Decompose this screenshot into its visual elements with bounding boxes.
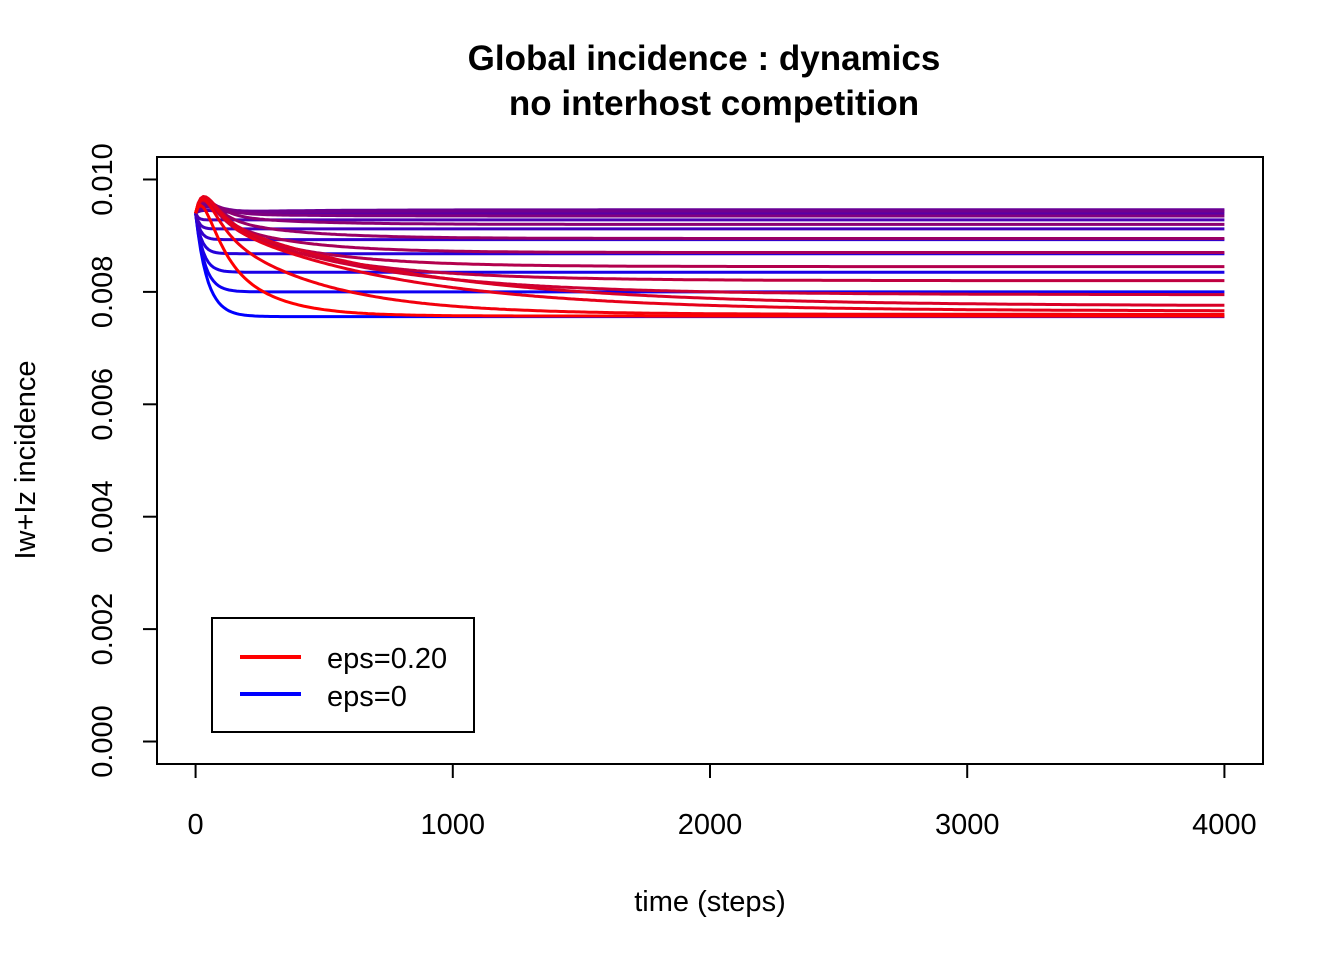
x-axis: 0 1000 2000 3000 4000 xyxy=(188,763,1257,841)
series-line-14 xyxy=(194,198,1225,269)
series-line-13 xyxy=(194,199,1225,254)
x-axis-label: time (steps) xyxy=(634,886,785,918)
chart-title: Global incidence : dynamics xyxy=(468,39,941,78)
series-line-20 xyxy=(194,203,1225,318)
x-tick-label-2: 2000 xyxy=(678,809,743,841)
chart-subtitle: no interhost competition xyxy=(509,84,919,123)
y-tick-label-2: 0.004 xyxy=(87,480,119,553)
series-line-17 xyxy=(194,195,1225,307)
series-line-5 xyxy=(194,212,1225,231)
y-tick-label-3: 0.006 xyxy=(87,368,119,441)
series-line-9 xyxy=(194,202,1225,214)
y-tick-label-5: 0.010 xyxy=(87,143,119,216)
x-tick-label-3: 3000 xyxy=(935,809,1000,841)
legend-label-eps-0: eps=0 xyxy=(327,681,407,713)
y-tick-label-4: 0.008 xyxy=(87,256,119,329)
x-tick-label-0: 0 xyxy=(188,809,204,841)
series-line-11 xyxy=(194,199,1225,226)
x-tick-label-1: 1000 xyxy=(421,809,486,841)
x-tick-label-4: 4000 xyxy=(1192,809,1257,841)
y-axis: 0.000 0.002 0.004 0.006 0.008 0.010 xyxy=(87,143,158,778)
legend-box xyxy=(211,617,475,733)
legend: eps=0.20 eps=0 xyxy=(211,617,475,733)
legend-label-eps-020: eps=0.20 xyxy=(327,643,447,675)
series-line-10 xyxy=(194,200,1225,218)
y-tick-label-0: 0.000 xyxy=(87,705,119,778)
series-line-12 xyxy=(194,198,1225,240)
series-layer xyxy=(194,195,1225,319)
series-line-18 xyxy=(194,195,1225,313)
series-line-6 xyxy=(194,212,1225,222)
series-line-16 xyxy=(194,196,1225,297)
y-axis-label: Iw+Iz incidence xyxy=(10,360,42,559)
y-tick-label-1: 0.002 xyxy=(87,593,119,666)
series-line-7 xyxy=(194,208,1225,215)
series-line-19 xyxy=(194,197,1225,316)
